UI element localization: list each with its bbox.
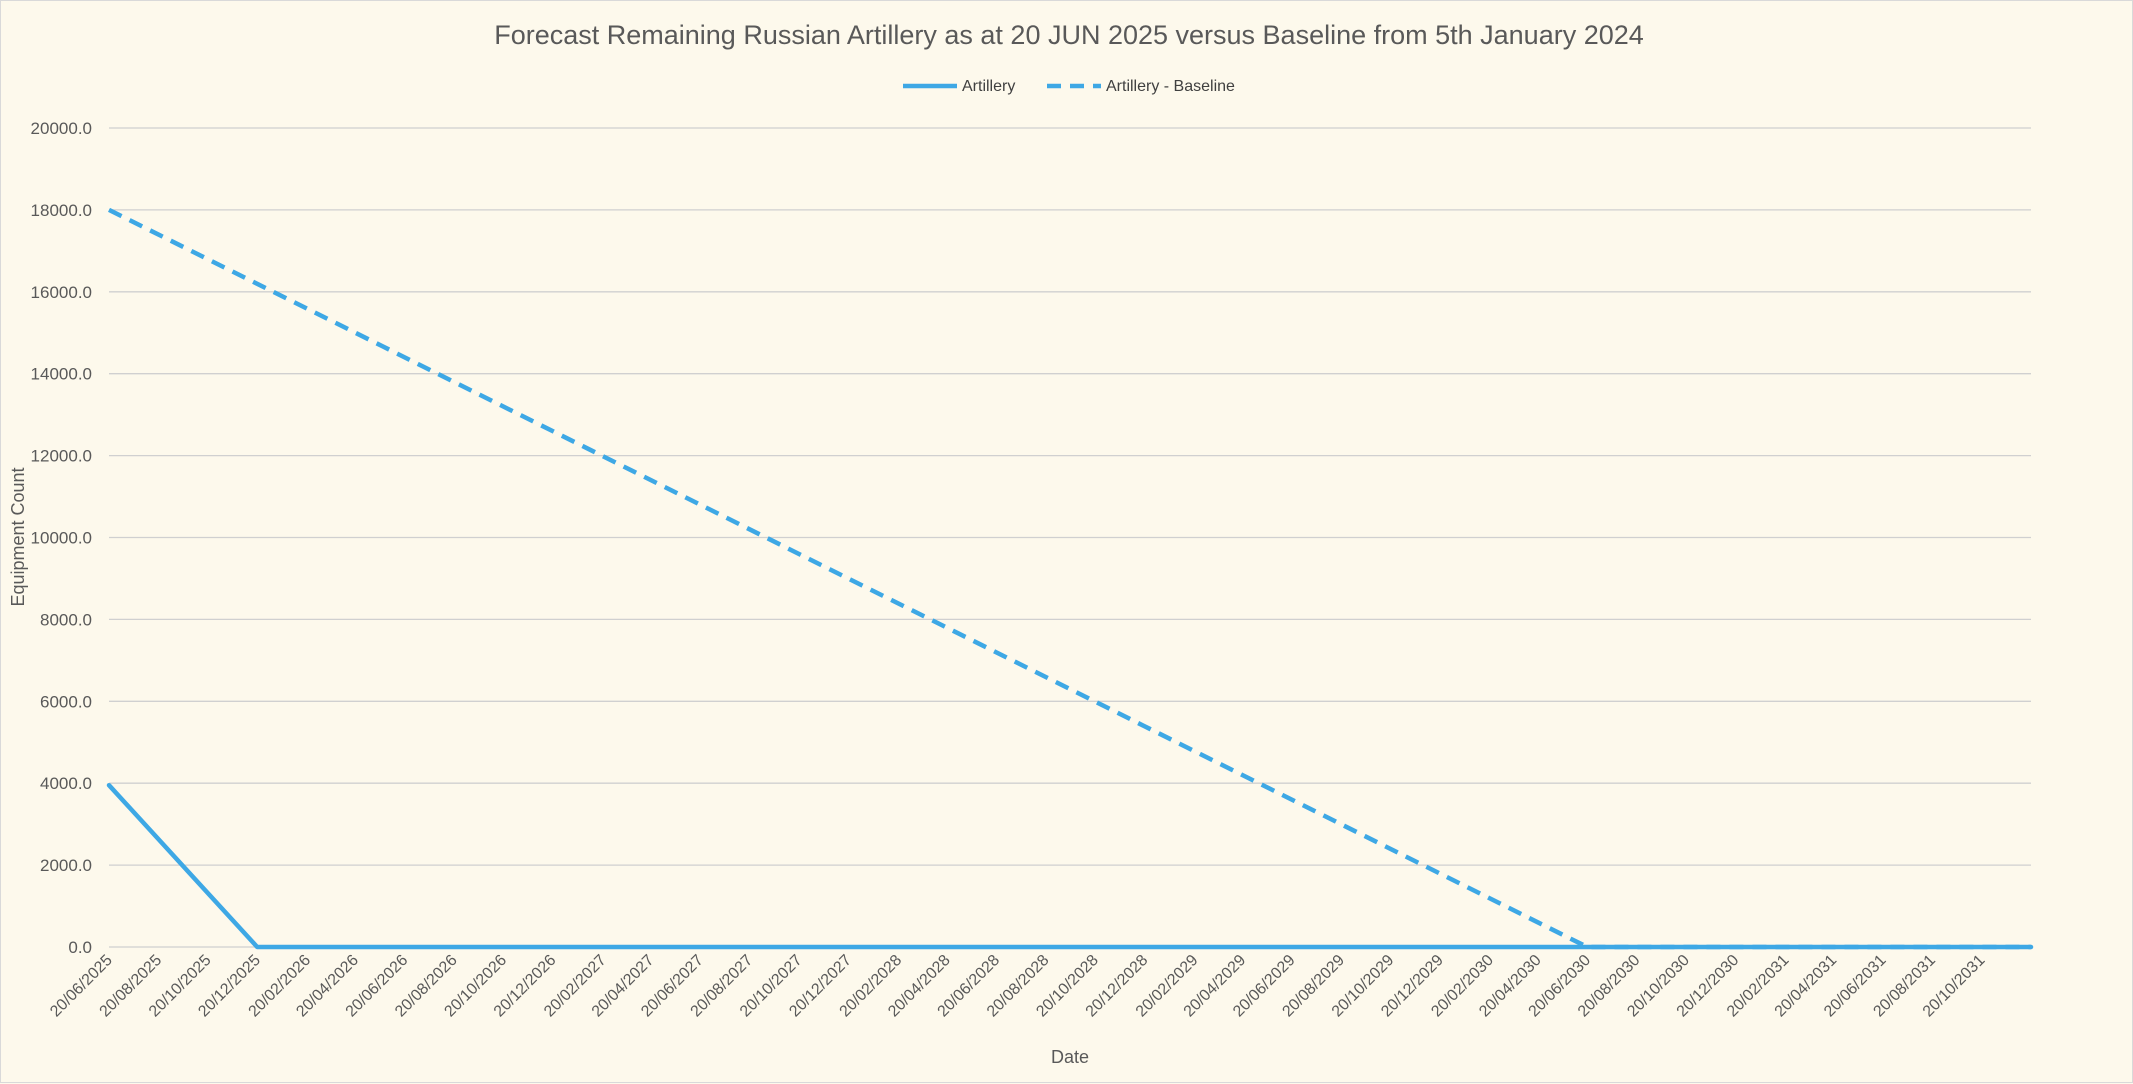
y-tick-label: 0.0 xyxy=(68,938,92,957)
y-tick-label: 2000.0 xyxy=(40,856,92,875)
gridlines xyxy=(109,127,2031,948)
legend: Artillery Artillery - Baseline xyxy=(903,78,1235,95)
chart-title: Forecast Remaining Russian Artillery as … xyxy=(494,20,1644,50)
legend-label-artillery: Artillery xyxy=(962,78,1015,95)
y-axis-label: Equipment Count xyxy=(8,467,28,606)
x-axis-label: Date xyxy=(1051,1047,1089,1067)
y-axis-ticks: 0.0 2000.0 4000.0 6000.0 8000.0 10000.0 12000.… xyxy=(31,119,92,957)
legend-label-artillery-baseline: Artillery - Baseline xyxy=(1106,78,1235,95)
y-tick-label: 10000.0 xyxy=(31,529,92,548)
series-lines xyxy=(106,207,2034,950)
y-tick-label: 18000.0 xyxy=(31,201,92,220)
series-line-artillery-baseline xyxy=(107,207,2031,950)
y-tick-label: 6000.0 xyxy=(40,692,92,711)
y-tick-label: 16000.0 xyxy=(31,283,92,302)
series-line-artillery xyxy=(106,782,2034,950)
y-tick-label: 12000.0 xyxy=(31,447,92,466)
y-tick-label: 14000.0 xyxy=(31,365,92,384)
y-tick-label: 8000.0 xyxy=(40,610,92,629)
y-tick-label: 20000.0 xyxy=(31,119,92,138)
y-tick-label: 4000.0 xyxy=(40,774,92,793)
x-axis-ticks: 20/06/202520/08/202520/10/202520/12/2025… xyxy=(47,952,1988,1021)
